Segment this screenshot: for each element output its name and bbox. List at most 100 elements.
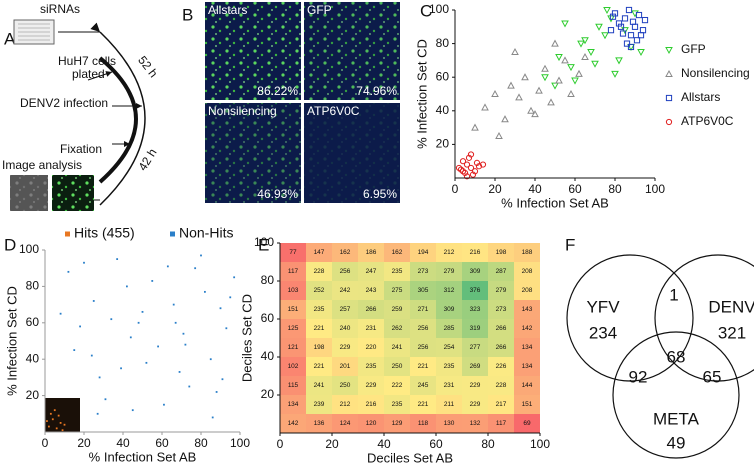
heat-cell	[488, 357, 514, 376]
heat-cell	[436, 281, 462, 300]
heat-cell	[358, 319, 384, 338]
heat-cell	[280, 395, 306, 414]
heat-cell	[410, 262, 436, 281]
cell-label: 129	[392, 420, 403, 427]
point	[204, 290, 206, 293]
heat-cell	[358, 338, 384, 357]
y-tick-label: 60	[261, 311, 275, 325]
point	[163, 403, 165, 406]
point	[615, 57, 623, 65]
venn-set-name: META	[653, 409, 700, 428]
cell-label: 269	[470, 363, 481, 370]
point	[491, 89, 499, 97]
point	[641, 16, 649, 24]
venn-count: 92	[629, 367, 648, 386]
cell-label: 226	[496, 363, 507, 370]
point	[59, 422, 62, 424]
point	[555, 54, 563, 62]
panel-label: D	[4, 235, 16, 254]
image-label: Nonsilencing	[208, 104, 277, 118]
cell-label: 201	[340, 363, 351, 370]
venn-count: 321	[718, 323, 746, 342]
point	[83, 261, 85, 264]
cell-label: 121	[288, 344, 299, 351]
point	[473, 159, 481, 166]
point	[211, 416, 214, 419]
cell-label: 136	[314, 420, 325, 427]
point	[459, 168, 467, 175]
cell-label: 143	[522, 306, 533, 313]
cell-label: 222	[392, 382, 403, 389]
heat-cell	[514, 281, 540, 300]
point	[575, 69, 583, 77]
point	[635, 11, 643, 19]
heat-cell	[436, 300, 462, 319]
heat-cell	[332, 414, 358, 433]
cell-label: 319	[470, 325, 481, 332]
cell-label: 273	[418, 268, 429, 275]
point	[551, 39, 559, 47]
heat-cell	[462, 414, 488, 433]
y-tick-label: 20	[436, 137, 450, 151]
x-tick-label: 20	[325, 437, 339, 451]
heat-cell	[384, 338, 410, 357]
y-tick-label: 80	[261, 273, 275, 287]
cell-label: 250	[340, 382, 351, 389]
point	[623, 40, 631, 47]
sirnas-label: siRNAs	[40, 2, 80, 16]
fixation-label: Fixation	[60, 142, 102, 156]
heat-cell	[462, 338, 488, 357]
heat-cell	[384, 357, 410, 376]
micrograph	[205, 103, 301, 203]
point	[531, 110, 539, 118]
infection-label: DENV2 infection	[20, 96, 108, 110]
venn-set-name: DENV	[708, 297, 754, 316]
heat-cell	[384, 262, 410, 281]
cell-label: 312	[444, 287, 455, 294]
point	[92, 300, 95, 302]
point	[617, 23, 625, 30]
heat-cell	[514, 376, 540, 395]
heat-cell	[436, 395, 462, 414]
cell-label: 69	[523, 420, 531, 427]
heat-cell	[410, 395, 436, 414]
heat-cell	[514, 243, 540, 262]
cell-label: 77	[289, 249, 297, 256]
point	[215, 391, 218, 393]
legend-marker	[665, 94, 673, 102]
x-tick-label: 40	[116, 436, 130, 450]
point	[551, 82, 559, 90]
cell-label: 117	[496, 420, 507, 427]
legend-label: ATP6V0C	[681, 114, 734, 128]
point	[535, 86, 543, 94]
heat-cell	[436, 414, 462, 433]
cell-label: 115	[288, 382, 299, 389]
point	[51, 418, 54, 421]
venn-count: 65	[703, 367, 722, 386]
cell-label: 134	[522, 363, 533, 370]
x-tick-label: 60	[155, 436, 169, 450]
x-axis-title: Deciles Set AB	[367, 450, 453, 465]
point	[137, 321, 140, 324]
point	[126, 285, 128, 288]
cell-label: 275	[392, 287, 403, 294]
heat-cell	[280, 243, 306, 262]
cell-label: 247	[366, 268, 377, 275]
heat-cell	[306, 357, 332, 376]
legend-marker	[170, 231, 175, 237]
cell-label: 216	[470, 249, 481, 256]
point	[607, 15, 615, 23]
cell-label: 198	[314, 344, 325, 351]
point	[178, 371, 181, 373]
point	[637, 32, 645, 39]
point	[627, 32, 635, 39]
point	[621, 27, 629, 35]
heat-cell	[306, 300, 332, 319]
x-tick-label: 0	[452, 182, 459, 196]
micrograph	[304, 103, 400, 203]
venn	[566, 254, 754, 459]
cell-label: 235	[392, 268, 403, 275]
point	[188, 385, 191, 388]
cell-label: 194	[418, 249, 429, 256]
image-label: ATP6V0C	[307, 104, 360, 118]
